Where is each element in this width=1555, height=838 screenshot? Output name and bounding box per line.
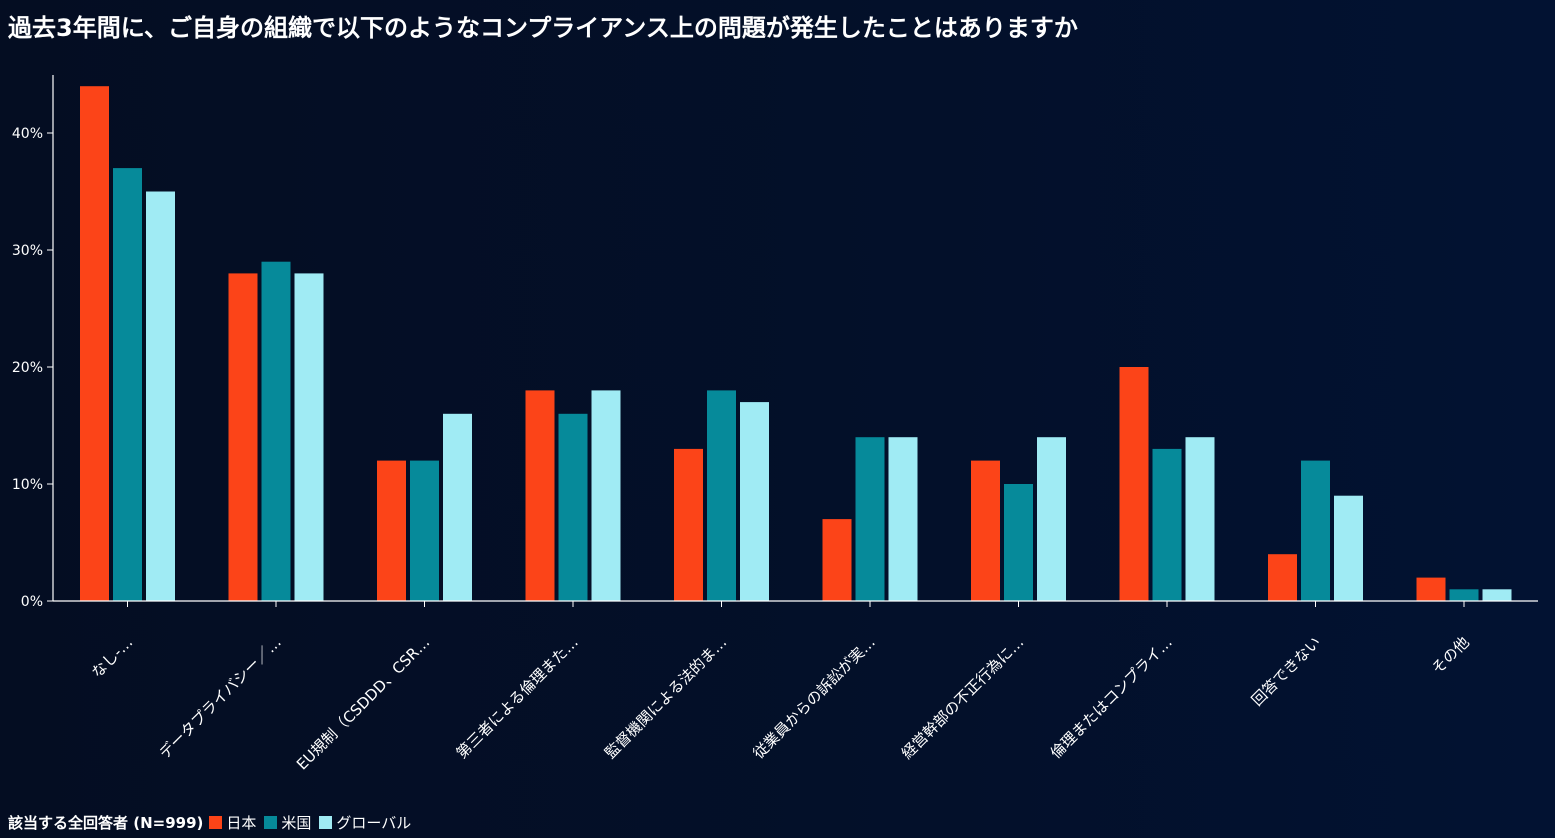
bar [1482,589,1512,601]
legend-label-us: 米国 [281,814,312,832]
bar [261,261,291,601]
bar [1334,495,1363,601]
legend-item-global: グローバル [319,812,411,833]
bar [1119,367,1149,601]
legend-title: 該当する全回答者 (N=999) [8,814,204,832]
legend-label-global: グローバル [336,814,412,832]
bar [443,413,472,601]
bar [377,460,406,601]
x-tick-label: 倫理またはコンプライ… [1047,633,1176,762]
x-tick-label: なし-… [88,633,136,681]
x-tick-label: データプライバシー／… [156,633,285,762]
bar [740,402,769,601]
y-tick-label: 20% [12,360,43,376]
bar [1152,448,1182,601]
chart-title: 過去3年間に、ご自身の組織で以下のようなコンプライアンス上の問題が発生したことは… [8,14,1078,42]
bar [525,390,555,601]
legend: 該当する全回答者 (N=999) 日本 米国 グローバル [8,812,419,833]
bar [1449,589,1479,601]
bar [971,460,1000,601]
legend-item-japan: 日本 [209,812,256,833]
bar [1301,460,1330,601]
bar [591,390,621,601]
bar [888,437,918,601]
bar [1416,577,1446,601]
x-tick-label: 回答できない [1248,633,1324,709]
bar [410,460,439,601]
bar [228,273,258,601]
bar [294,273,324,601]
legend-swatch-global [319,816,333,829]
bar [822,519,852,601]
y-tick-label: 10% [12,477,43,493]
bar [80,86,109,601]
x-tick-label: 第三者による倫理また… [453,633,582,762]
y-tick-label: 40% [12,126,43,142]
bar [1037,437,1066,601]
bar [1268,554,1297,601]
bar [707,390,736,601]
x-tick-label: 監督機関による法的ま… [601,633,730,762]
x-tick-label: その他 [1428,633,1473,678]
bar [1185,437,1215,601]
bar [674,448,703,601]
legend-label-japan: 日本 [226,814,257,832]
bar [113,168,142,601]
x-axis: なし-… データプライバシー／… EU規制（CSDDD、CSR… 第三者による倫理また… [53,600,1538,773]
bar [146,191,175,601]
x-tick-label: EU規制（CSDDD、CSR… [293,633,433,773]
legend-item-us: 米国 [264,812,311,833]
bar [558,413,588,601]
x-tick-label: 経営幹部の不正行為に… [898,633,1027,762]
bars-group [80,86,1512,601]
y-axis: 0% 10% 20% 30% 40% [12,75,54,610]
y-tick-label: 0% [21,594,43,610]
legend-swatch-us [264,816,278,829]
bar [855,437,885,601]
y-tick-label: 30% [12,243,43,259]
bar [1004,484,1033,601]
x-tick-label: 従業員からの訴訟が実… [749,633,878,762]
legend-swatch-japan [209,816,223,829]
